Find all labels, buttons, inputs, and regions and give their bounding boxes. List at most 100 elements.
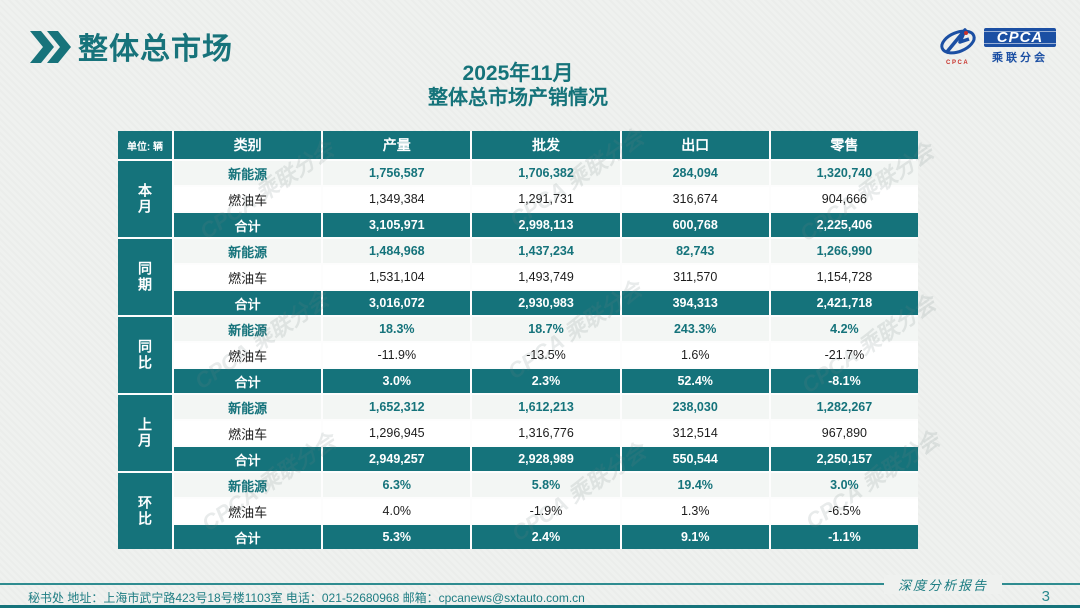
value-cell: 1,706,382 [472,161,620,185]
column-header: 产量 [323,131,471,159]
value-cell: 1,484,968 [323,239,471,263]
group-label: 同比 [118,317,172,393]
value-cell: 3,105,971 [323,213,471,237]
cpca-emblem-icon: C P C A [936,26,982,71]
category-cell: 燃油车 [174,499,322,523]
value-cell: 1,493,749 [472,265,620,289]
value-cell: 52.4% [621,369,769,393]
value-cell: 1,531,104 [323,265,471,289]
category-cell: 合计 [174,213,322,237]
value-cell: 1,316,776 [472,421,620,445]
group-label: 同期 [118,239,172,315]
footer-divider [0,583,1080,585]
value-cell: 82,743 [621,239,769,263]
value-cell: 2,250,157 [770,447,918,471]
table-title: 2025年11月 整体总市场产销情况 [118,62,918,110]
value-cell: -1.1% [770,525,918,549]
footer-contact-info: 秘书处 地址：上海市武宁路423号18号楼1103室 电话：021-526809… [28,591,585,605]
value-cell: 238,030 [621,395,769,419]
column-header: 零售 [770,131,918,159]
value-cell: 394,313 [621,291,769,315]
value-cell: 1,652,312 [323,395,471,419]
value-cell: 2,421,718 [770,291,918,315]
value-cell: 967,890 [770,421,918,445]
category-cell: 燃油车 [174,187,322,211]
category-cell: 新能源 [174,239,322,263]
value-cell: 4.2% [770,317,918,341]
value-cell: 1,282,267 [770,395,918,419]
page-title: 整体总市场 [78,33,233,66]
double-chevron-icon [30,31,74,68]
value-cell: 5.8% [472,473,620,497]
value-cell: 3,016,072 [323,291,471,315]
category-cell: 燃油车 [174,343,322,367]
cpca-wordmark-text: CPCA [984,28,1056,47]
value-cell: 2,225,406 [770,213,918,237]
value-cell: 311,570 [621,265,769,289]
value-cell: -21.7% [770,343,918,367]
group-label: 上月 [118,395,172,471]
value-cell: 312,514 [621,421,769,445]
value-cell: 2.4% [472,525,620,549]
category-cell: 合计 [174,291,322,315]
value-cell: 1.3% [621,499,769,523]
value-cell: 5.3% [323,525,471,549]
group-label: 环比 [118,473,172,549]
cpca-wordmark: CPCA 乘联分会 [984,28,1056,65]
value-cell: 904,666 [770,187,918,211]
value-cell: 18.7% [472,317,620,341]
table-title-line1: 2025年11月 [462,62,574,85]
value-cell: 1,437,234 [472,239,620,263]
cpca-logo: C P C A CPCA 乘联分会 [936,26,1056,66]
category-cell: 燃油车 [174,421,322,445]
value-cell: 1,154,728 [770,265,918,289]
category-cell: 新能源 [174,317,322,341]
value-cell: 4.0% [323,499,471,523]
value-cell: 284,094 [621,161,769,185]
value-cell: 2,949,257 [323,447,471,471]
report-type-label: 深度分析报告 [883,575,1002,594]
category-cell: 新能源 [174,473,322,497]
category-cell: 合计 [174,447,322,471]
value-cell: 2,930,983 [472,291,620,315]
value-cell: 2.3% [472,369,620,393]
value-cell: 1.6% [621,343,769,367]
value-cell: 1,612,213 [472,395,620,419]
value-cell: 1,296,945 [323,421,471,445]
value-cell: -11.9% [323,343,471,367]
category-cell: 合计 [174,369,322,393]
value-cell: 6.3% [323,473,471,497]
value-cell: 2,928,989 [472,447,620,471]
value-cell: 9.1% [621,525,769,549]
value-cell: 243.3% [621,317,769,341]
category-cell: 新能源 [174,161,322,185]
value-cell: 1,756,587 [323,161,471,185]
value-cell: 550,544 [621,447,769,471]
value-cell: 18.3% [323,317,471,341]
value-cell: 1,266,990 [770,239,918,263]
value-cell: 3.0% [770,473,918,497]
value-cell: 316,674 [621,187,769,211]
value-cell: 1,291,731 [472,187,620,211]
value-cell: -6.5% [770,499,918,523]
value-cell: 19.4% [621,473,769,497]
page-number: 3 [1041,588,1050,605]
value-cell: -13.5% [472,343,620,367]
column-header: 出口 [621,131,769,159]
value-cell: 1,349,384 [323,187,471,211]
value-cell: 1,320,740 [770,161,918,185]
column-header: 类别 [174,131,322,159]
value-cell: 600,768 [621,213,769,237]
cpca-subtext: 乘联分会 [992,52,1048,64]
category-cell: 燃油车 [174,265,322,289]
value-cell: -1.9% [472,499,620,523]
market-table: CPCA 乘联分会 CPCA 乘联分会 CPCA 乘联分会 CPCA 乘联分会 … [118,124,944,549]
unit-label: 单位: 辆 [118,131,172,159]
category-cell: 新能源 [174,395,322,419]
category-cell: 合计 [174,525,322,549]
value-cell: -8.1% [770,369,918,393]
group-label: 本月 [118,161,172,237]
svg-text:C P C A: C P C A [946,60,968,66]
bottom-accent-bar [0,605,1080,608]
